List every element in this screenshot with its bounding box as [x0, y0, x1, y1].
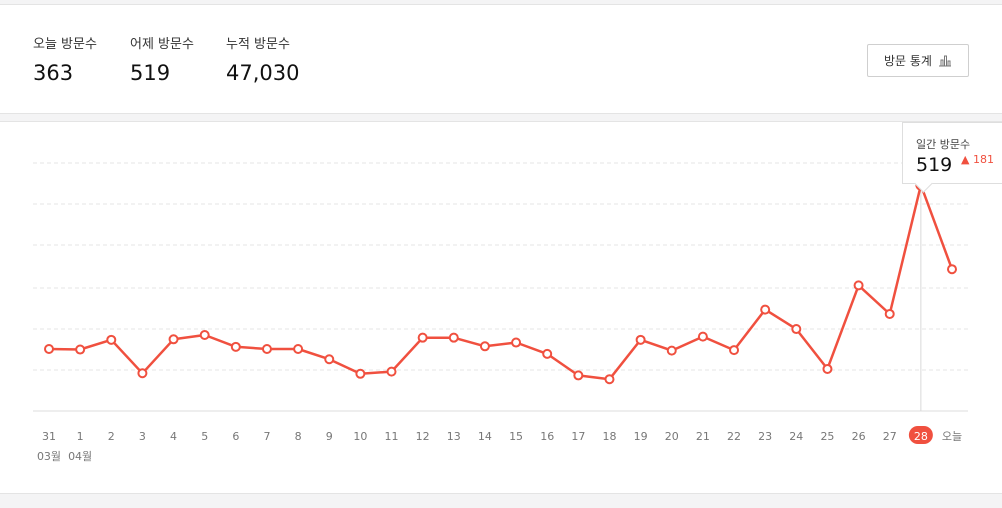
x-tick-28: 28 — [914, 430, 928, 443]
today-visits: 오늘 방문수 363 — [33, 33, 97, 85]
yesterday-visits-value: 519 — [130, 61, 171, 85]
month-label-0: 03월 — [37, 450, 61, 463]
x-tick-11: 11 — [385, 430, 399, 443]
x-tick-31: 31 — [42, 430, 56, 443]
x-tick-15: 15 — [509, 430, 523, 443]
data-point-15[interactable] — [511, 337, 522, 348]
data-point-14[interactable] — [479, 341, 490, 352]
data-point-1[interactable] — [75, 344, 86, 355]
data-point-26[interactable] — [853, 280, 864, 291]
visit-stats-button-label: 방문 통계 — [884, 54, 932, 68]
x-tick-8: 8 — [295, 430, 302, 443]
data-point-21[interactable] — [697, 331, 708, 342]
data-point-13[interactable] — [448, 332, 459, 343]
data-point-4[interactable] — [168, 334, 179, 345]
x-tick-4: 4 — [170, 430, 177, 443]
data-point-20[interactable] — [666, 345, 677, 356]
visits-line — [48, 183, 954, 381]
total-visits: 누적 방문수 47,030 — [226, 33, 299, 85]
data-point-9[interactable] — [324, 354, 335, 365]
x-tick-16: 16 — [540, 430, 554, 443]
x-tick-23: 23 — [758, 430, 772, 443]
tooltip-value: 519 — [916, 154, 953, 176]
x-tick-27: 27 — [883, 430, 897, 443]
x-tick-25: 25 — [820, 430, 834, 443]
data-point-24[interactable] — [791, 324, 802, 335]
data-point-2[interactable] — [106, 334, 117, 345]
x-tick-7: 7 — [263, 430, 270, 443]
today-visits-label: 오늘 방문수 — [33, 37, 97, 52]
x-tick-2: 2 — [108, 430, 115, 443]
daily-visits-chart-card: 31 1 2 3 4 5 6 7 8 9 10 11 12 13 14 15 16 17 18 19 20 21 22 23 2… — [0, 121, 1002, 494]
data-point-16[interactable] — [542, 348, 553, 359]
data-point-18[interactable] — [604, 374, 615, 385]
x-tick-오늘: 오늘 — [942, 430, 962, 443]
x-tick-10: 10 — [353, 430, 367, 443]
data-point-23[interactable] — [760, 304, 771, 315]
data-point-22[interactable] — [729, 345, 740, 356]
data-point-6[interactable] — [230, 341, 241, 352]
x-tick-14: 14 — [478, 430, 492, 443]
tooltip-delta: ▲ 181 — [961, 153, 994, 166]
bar-chart-icon — [938, 55, 951, 66]
chart-points — [44, 179, 957, 385]
x-tick-9: 9 — [326, 430, 333, 443]
chart-gridlines — [33, 162, 968, 412]
today-visits-value: 363 — [33, 61, 74, 85]
data-point-19[interactable] — [635, 334, 646, 345]
x-tick-6: 6 — [232, 430, 239, 443]
x-tick-19: 19 — [634, 430, 648, 443]
visit-stats-button[interactable]: 방문 통계 — [867, 44, 969, 77]
x-tick-24: 24 — [789, 430, 803, 443]
x-tick-13: 13 — [447, 430, 461, 443]
data-point-7[interactable] — [261, 344, 272, 354]
total-visits-value: 47,030 — [226, 61, 300, 85]
data-point-25[interactable] — [822, 363, 833, 374]
data-point-27[interactable] — [884, 308, 895, 319]
data-point-오늘[interactable] — [947, 264, 957, 275]
tick-highlight-badge — [908, 426, 933, 444]
chart-x-ticks: 31 1 2 3 4 5 6 7 8 9 10 11 12 13 14 15 16 17 18 19 20 21 22 23 2… — [37, 426, 962, 463]
total-visits-label: 누적 방문수 — [226, 37, 290, 52]
x-tick-17: 17 — [571, 430, 585, 443]
x-tick-26: 26 — [852, 430, 866, 443]
tooltip-label: 일간 방문수 — [916, 138, 971, 151]
data-point-11[interactable] — [386, 366, 397, 377]
chart-series-line — [48, 183, 954, 381]
data-point-17[interactable] — [573, 370, 584, 381]
data-point-5[interactable] — [199, 329, 210, 340]
x-tick-12: 12 — [416, 430, 430, 443]
month-label-1: 04월 — [68, 450, 92, 463]
visit-summary-card: 오늘 방문수 363 어제 방문수 519 누적 방문수 47,030 방문 통… — [0, 4, 1002, 114]
x-tick-21: 21 — [696, 430, 710, 443]
x-tick-22: 22 — [727, 430, 741, 443]
data-point-12[interactable] — [417, 332, 428, 343]
x-tick-1: 1 — [77, 430, 84, 443]
tooltip-delta-value: 181 — [972, 153, 994, 166]
data-point-8[interactable] — [293, 344, 304, 354]
x-tick-18: 18 — [602, 430, 616, 443]
daily-visits-tooltip: 일간 방문수 519 ▲ 181 — [902, 122, 1002, 184]
data-point-10[interactable] — [355, 368, 366, 379]
x-tick-3: 3 — [139, 430, 146, 443]
x-tick-5: 5 — [201, 430, 208, 443]
yesterday-visits-label: 어제 방문수 — [130, 37, 194, 52]
daily-visits-chart: 31 1 2 3 4 5 6 7 8 9 10 11 12 13 14 15 16 17 18 19 20 21 22 23 2… — [33, 162, 968, 463]
yesterday-visits: 어제 방문수 519 — [130, 33, 194, 85]
data-point-31[interactable] — [44, 344, 54, 354]
data-point-3[interactable] — [137, 368, 148, 379]
x-tick-20: 20 — [665, 430, 679, 443]
